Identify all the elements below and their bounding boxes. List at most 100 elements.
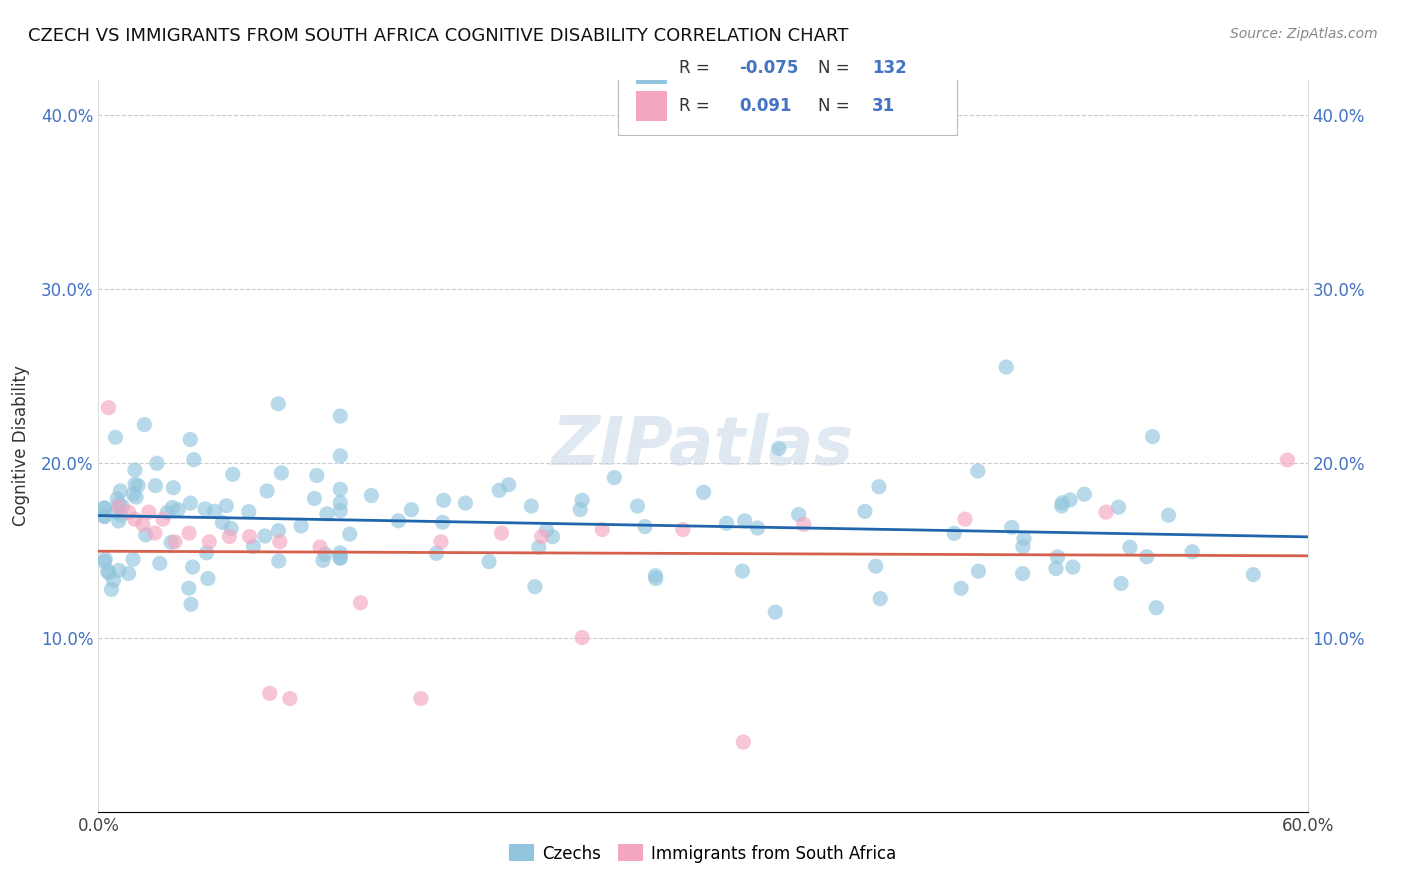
Point <box>107 514 129 528</box>
Point <box>110 483 132 498</box>
Point <box>222 467 245 482</box>
Point <box>97 566 120 580</box>
Point <box>163 534 186 549</box>
Point <box>290 519 312 533</box>
Point <box>571 493 593 508</box>
Point <box>110 508 132 523</box>
Point <box>1052 496 1074 510</box>
Point <box>360 488 382 502</box>
Point <box>1241 567 1264 582</box>
Point <box>100 582 122 597</box>
Point <box>733 735 755 749</box>
Point <box>93 500 115 515</box>
Point <box>644 568 666 582</box>
Point <box>270 466 292 480</box>
Point <box>180 597 202 611</box>
Point <box>253 529 276 543</box>
Point <box>124 477 146 491</box>
Point <box>146 456 169 470</box>
Point <box>1277 453 1299 467</box>
Point <box>409 691 432 706</box>
Point <box>309 540 332 554</box>
Point <box>267 554 290 568</box>
Point <box>1157 508 1180 523</box>
Point <box>1142 429 1164 443</box>
Point <box>672 523 695 537</box>
Point <box>1012 540 1035 554</box>
Point <box>242 540 264 554</box>
Point <box>734 514 756 528</box>
Point <box>787 508 810 522</box>
Point <box>267 524 290 538</box>
Point <box>267 397 290 411</box>
Point <box>197 572 219 586</box>
Point <box>1046 549 1069 564</box>
Point <box>108 497 131 511</box>
Point <box>329 496 352 510</box>
Point <box>118 505 141 519</box>
Point <box>1144 600 1167 615</box>
Point <box>316 507 339 521</box>
Point <box>124 512 146 526</box>
Point <box>149 557 172 571</box>
Point <box>339 527 361 541</box>
Point <box>569 502 592 516</box>
Point <box>1001 520 1024 534</box>
Point <box>111 500 134 514</box>
Point <box>432 516 454 530</box>
Point <box>387 514 409 528</box>
Point <box>530 530 553 544</box>
Point <box>571 631 593 645</box>
Point <box>94 552 117 566</box>
Point <box>432 493 454 508</box>
Point <box>117 566 139 581</box>
Text: ZIPatlas: ZIPatlas <box>553 413 853 479</box>
Point <box>488 483 510 498</box>
Text: 0.091: 0.091 <box>740 97 792 115</box>
Text: 132: 132 <box>872 59 907 78</box>
Text: 31: 31 <box>872 97 896 115</box>
Point <box>1136 549 1159 564</box>
Point <box>527 541 550 555</box>
Point <box>305 468 328 483</box>
Point <box>278 691 301 706</box>
Point <box>218 530 240 544</box>
Point <box>966 464 988 478</box>
Point <box>167 502 190 516</box>
Bar <box>637 91 666 121</box>
Point <box>716 516 738 531</box>
Text: R =: R = <box>679 97 710 115</box>
Point <box>943 526 966 541</box>
Point <box>179 433 201 447</box>
Point <box>536 523 558 537</box>
Point <box>603 470 626 484</box>
Point <box>259 686 281 700</box>
Point <box>731 564 754 578</box>
Point <box>1012 532 1035 546</box>
Y-axis label: Cognitive Disability: Cognitive Disability <box>11 366 30 526</box>
Point <box>93 509 115 524</box>
Point <box>312 553 335 567</box>
Point <box>124 463 146 477</box>
Point <box>1181 545 1204 559</box>
Point <box>1073 487 1095 501</box>
Point <box>865 559 887 574</box>
Point <box>349 596 371 610</box>
Point <box>329 551 352 566</box>
Point <box>868 480 890 494</box>
Point <box>143 526 166 541</box>
Point <box>195 546 218 560</box>
Point <box>125 490 148 504</box>
Point <box>93 555 115 569</box>
Text: N =: N = <box>818 59 849 78</box>
Point <box>93 509 115 524</box>
Point <box>162 500 184 515</box>
Point <box>256 483 278 498</box>
Point <box>793 517 815 532</box>
Point <box>747 521 769 535</box>
Point <box>523 580 546 594</box>
Point <box>626 499 648 513</box>
Point <box>1119 541 1142 555</box>
Point <box>329 409 352 423</box>
Text: -0.075: -0.075 <box>740 59 799 78</box>
